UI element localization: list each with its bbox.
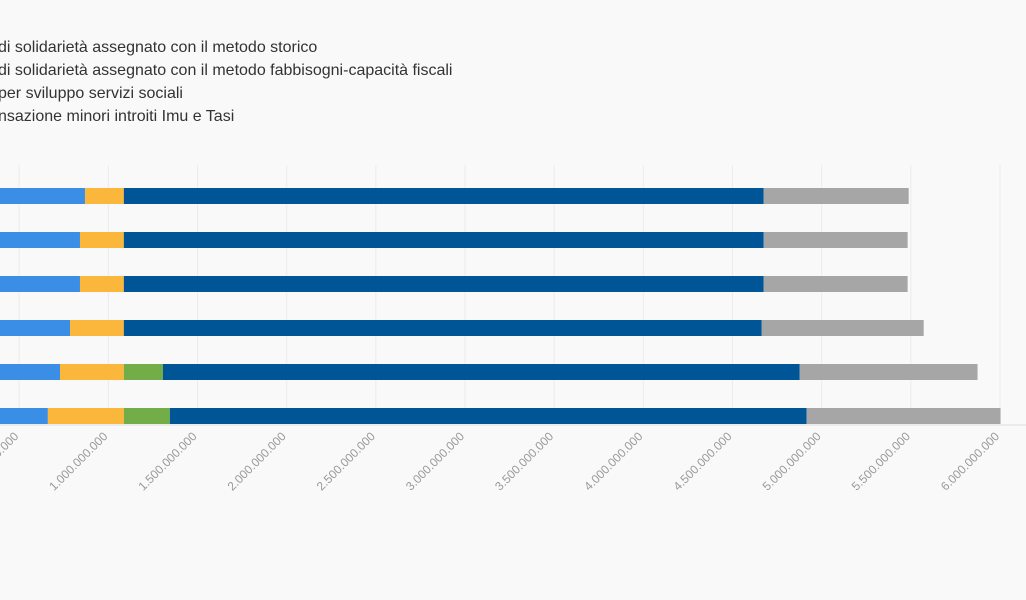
legend-label: nsazione minori introiti Imu e Tasi	[0, 108, 234, 125]
bar-segment	[169, 408, 807, 424]
bar-segment	[799, 364, 978, 380]
x-tick-label: 5.000.000.000	[760, 429, 824, 493]
bar-segment	[123, 188, 764, 204]
bar-segment	[79, 232, 124, 248]
x-tick-label: 3.500.000.000	[492, 429, 556, 493]
bar-segment	[69, 320, 124, 336]
legend-label: di solidarietà assegnato con il metodo s…	[0, 39, 317, 56]
bar-segment	[763, 276, 908, 292]
bar-segment	[0, 232, 80, 248]
bar-segment	[763, 188, 909, 204]
bar-segment	[0, 188, 85, 204]
bar-segment	[763, 232, 908, 248]
bar-segment	[806, 408, 1001, 424]
bar-segment	[162, 364, 800, 380]
x-tick-label: 2.000.000.000	[225, 429, 289, 493]
legend-label: per sviluppo servizi sociali	[0, 85, 183, 102]
bar-segment	[0, 276, 80, 292]
bar-segment	[84, 188, 124, 204]
x-tick-label: 4.500.000.000	[670, 429, 734, 493]
bar-segment	[123, 232, 764, 248]
x-tick-label: 3.000.000.000	[403, 429, 467, 493]
bar-segment	[123, 276, 764, 292]
x-tick-label: 1.500.000.000	[135, 429, 199, 493]
bar-segment	[0, 364, 61, 380]
x-tick-label: 6.000.000.000	[938, 429, 1002, 493]
legend-label: di solidarietà assegnato con il metodo f…	[0, 62, 452, 79]
bar-segment	[60, 364, 124, 380]
bar-segment	[0, 320, 70, 336]
bar-segment	[761, 320, 924, 336]
bar-segment	[79, 276, 124, 292]
x-tick-label: 5.500.000.000	[849, 429, 913, 493]
x-tick-label: 500.000.000	[0, 429, 22, 486]
bar-segment	[123, 408, 170, 424]
x-tick-label: 1.000.000.000	[46, 429, 110, 493]
bar-segment	[47, 408, 124, 424]
bar-segment	[123, 320, 762, 336]
x-tick-label: 2.500.000.000	[314, 429, 378, 493]
bar-segment	[0, 408, 48, 424]
bar-segment	[123, 364, 163, 380]
x-tick-label: 4.000.000.000	[581, 429, 645, 493]
